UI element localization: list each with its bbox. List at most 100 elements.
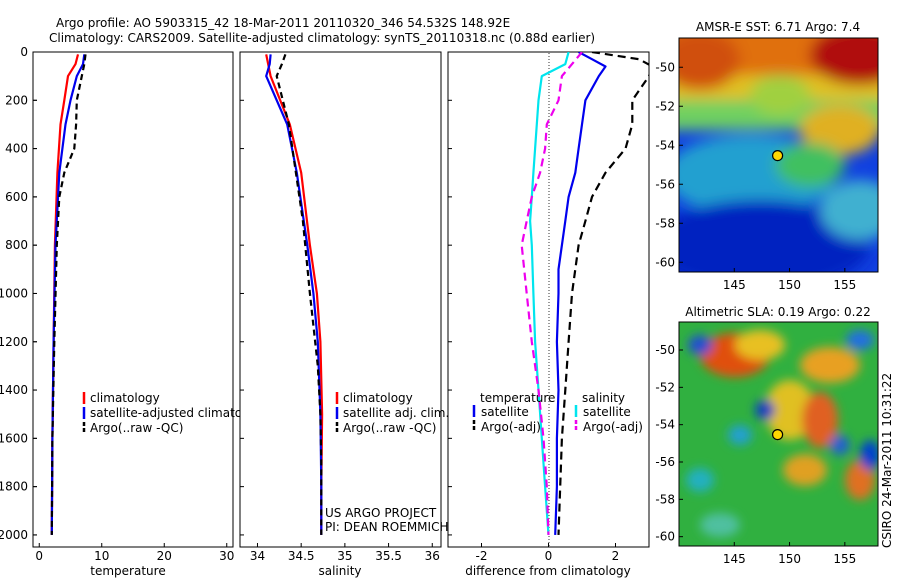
lat-tick-label: -56 (655, 177, 675, 191)
map-sla-axes: -50 -52 -54 -56 -58 -60 145 150 155 (655, 343, 856, 566)
depth-tick-label: 200 (5, 93, 28, 107)
temperature-y-axis: 0 200 400 600 800 1000 1200 1400 1600 1800 2000 (0, 45, 37, 542)
sla-blobs (686, 330, 878, 537)
x-tick-label: 36 (425, 549, 440, 563)
lat-tick-label: -54 (655, 418, 675, 432)
sla-low-8 (860, 440, 878, 470)
lat-tick-label: -58 (655, 216, 675, 230)
header-line-2: Climatology: CARS2009. Satellite-adjuste… (49, 31, 595, 45)
sla-low-6 (686, 468, 714, 492)
x-tick-label: 35.5 (375, 549, 402, 563)
depth-tick-label: 400 (5, 142, 28, 156)
sla-low-3 (755, 400, 775, 420)
depth-tick-label: 600 (5, 190, 28, 204)
sla-high-6 (783, 454, 827, 486)
map-sst-frame (678, 37, 879, 273)
x-tick-label: 20 (157, 549, 172, 563)
sst-yellow-right (800, 105, 878, 155)
panel-temperature-frame (32, 51, 234, 548)
lat-tick-label: -60 (655, 255, 675, 269)
panel-salinity-frame (239, 51, 442, 548)
depth-tick-label: 1200 (0, 335, 28, 349)
sla-low-2 (846, 330, 874, 350)
depth-tick-label: 1800 (0, 480, 28, 494)
sst-green-mid (775, 143, 845, 187)
pi-annotation: PI: DEAN ROEMMICH (325, 520, 448, 534)
legend-label-satellite: satellite-adjusted climatology (90, 406, 268, 420)
x-tick-label: 30 (219, 549, 234, 563)
series-line-salinity-argo-adj- (520, 52, 583, 535)
map-sla-title: Altimetric SLA: 0.19 Argo: 0.22 (685, 305, 870, 319)
legend-label-sal-satellite: satellite (583, 405, 631, 419)
depth-tick-label: 0 (20, 45, 28, 59)
lon-tick-label: 145 (723, 278, 746, 292)
temperature-series (50, 54, 87, 535)
sst-cyan-right (820, 180, 878, 240)
x-tick-label: 34 (250, 549, 265, 563)
difference-series (520, 52, 649, 535)
sst-green-core (750, 75, 810, 115)
header-line-1: Argo profile: AO 5903315_42 18-Mar-2011 … (56, 16, 510, 30)
x-tick-label: 0 (545, 549, 553, 563)
salinity-legend: climatology satellite adj. clim. Argo(..… (335, 391, 449, 435)
sla-high-2 (735, 330, 785, 360)
salinity-xlabel: salinity (318, 564, 361, 578)
lat-tick-label: -54 (655, 138, 675, 152)
legend-label-temp-argo: Argo(-adj) (481, 420, 541, 434)
sla-high-7 (845, 460, 875, 500)
depth-tick-label: 1400 (0, 383, 28, 397)
sla-low-7 (700, 513, 740, 537)
depth-tick-label: 2000 (0, 528, 28, 542)
legend-label-temp-satellite: satellite (481, 405, 529, 419)
sst-warm-right (810, 38, 878, 85)
x-tick-label: 35 (337, 549, 352, 563)
panel-difference: -2 0 2 difference from climatology tempera… (447, 51, 650, 578)
x-tick-label: 0 (35, 549, 43, 563)
x-tick-label: 34.5 (288, 549, 315, 563)
sla-low-5 (830, 435, 850, 455)
x-tick-label: 10 (94, 549, 109, 563)
lat-tick-label: -52 (655, 99, 675, 113)
legend-label-climatology: climatology (343, 391, 413, 405)
series-line-satellite-adjusted-climatology (50, 54, 86, 535)
legend-heading-temperature: temperature (480, 391, 555, 405)
depth-tick-label: 800 (5, 238, 28, 252)
map-sst-title: AMSR-E SST: 6.71 Argo: 7.4 (696, 20, 860, 34)
map-sst-axes: -50 -52 -54 -56 -58 -60 145 150 155 (655, 60, 856, 292)
lat-tick-label: -52 (655, 380, 675, 394)
timestamp-label: CSIRO 24-Mar-2011 10:31:22 (880, 373, 894, 548)
sla-high-5 (802, 392, 838, 448)
sla-high-3 (800, 347, 860, 383)
sla-low-1 (688, 335, 712, 355)
series-line-temperature-satellite (554, 52, 607, 535)
map-sla: Altimetric SLA: 0.19 Argo: 0.22 (655, 305, 879, 566)
map-sst-field (679, 38, 878, 272)
legend-label-climatology: climatology (90, 391, 160, 405)
lat-tick-label: -60 (655, 530, 675, 544)
lat-tick-label: -50 (655, 343, 675, 357)
temperature-xlabel: temperature (90, 564, 165, 578)
series-line-argo-raw-qc- (275, 54, 323, 535)
series-line-temperature-argo-adj- (557, 52, 649, 535)
lon-tick-label: 145 (723, 552, 746, 566)
sst-blobs (679, 38, 878, 272)
series-line-satellite-adj-clim- (265, 54, 323, 535)
legend-label-argo: Argo(..raw -QC) (90, 421, 183, 435)
lat-tick-label: -58 (655, 492, 675, 506)
sst-warm-left (679, 38, 740, 90)
legend-label-satellite: satellite adj. clim. (343, 406, 449, 420)
project-annotation: US ARGO PROJECT (325, 506, 437, 520)
lon-tick-label: 150 (778, 552, 801, 566)
difference-x-axis: -2 0 2 (448, 51, 619, 563)
panel-temperature: 0 200 400 600 800 1000 1200 1400 1600 1800 2000 0 1… (0, 45, 268, 578)
sla-low-4 (728, 425, 752, 445)
x-tick-label: -2 (476, 549, 488, 563)
lon-tick-label: 155 (833, 278, 856, 292)
argo-float-marker (771, 429, 784, 441)
map-sst: AMSR-E SST: 6.71 Argo: 7.4 -50-52-54-56-… (655, 20, 879, 292)
difference-legend: temperature satellite Argo(-adj) salinit… (472, 391, 643, 434)
panel-salinity: 34 34.5 35 35.5 36 salinity climatology sate… (239, 51, 449, 578)
panel-difference-frame (447, 51, 650, 548)
